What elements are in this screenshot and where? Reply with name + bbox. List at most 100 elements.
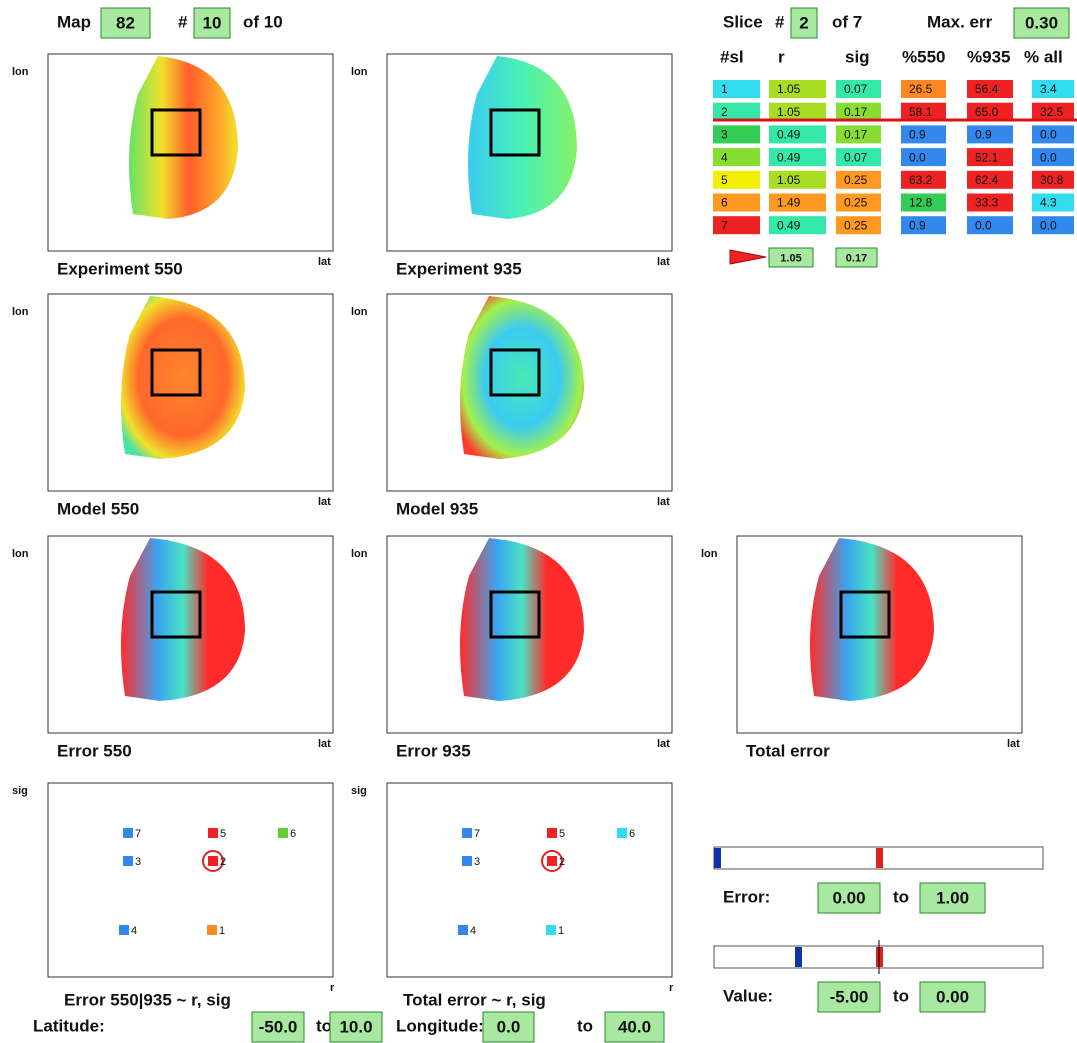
table-cell[interactable] <box>1032 170 1074 189</box>
x-axis-label: r <box>330 982 335 994</box>
table-cell[interactable] <box>901 193 946 212</box>
range-from[interactable]: -5.00 <box>830 987 869 1006</box>
table-cell[interactable] <box>836 80 881 98</box>
slider-handle-max[interactable] <box>876 848 883 868</box>
maxerr-value[interactable]: 0.30 <box>1025 13 1058 32</box>
map-title: Error 935 <box>396 741 471 760</box>
map-value-box[interactable] <box>100 7 151 39</box>
range-to-box[interactable] <box>329 1011 383 1043</box>
region-box <box>150 348 202 397</box>
table-cell-text: 56.4 <box>975 82 999 96</box>
range-from[interactable]: 0.0 <box>497 1017 521 1036</box>
scatter-point[interactable] <box>547 828 557 838</box>
index-value-box[interactable] <box>193 7 231 39</box>
slider-handle-min[interactable] <box>795 947 802 967</box>
table-cell[interactable] <box>836 193 881 212</box>
table-cell[interactable] <box>769 216 826 235</box>
scatter-point[interactable] <box>547 856 557 866</box>
table-cell[interactable] <box>967 170 1013 189</box>
table-cell[interactable] <box>967 193 1013 212</box>
table-cell[interactable] <box>1032 193 1074 212</box>
maxerr-value-box[interactable] <box>1013 7 1070 39</box>
index-value[interactable]: 10 <box>203 13 222 32</box>
range-to[interactable]: 40.0 <box>618 1017 651 1036</box>
table-cell-text: 0.07 <box>844 82 868 96</box>
table-cell[interactable] <box>901 148 946 167</box>
table-cell[interactable] <box>967 216 1013 235</box>
heatmap <box>129 56 238 219</box>
table-cell[interactable] <box>901 102 946 121</box>
scatter-point[interactable] <box>546 925 556 935</box>
table-cell[interactable] <box>713 193 760 212</box>
table-cell[interactable] <box>836 170 881 189</box>
table-cell[interactable] <box>836 148 881 167</box>
table-cell[interactable] <box>901 125 946 144</box>
range-from[interactable]: -50.0 <box>259 1017 298 1036</box>
scatter-point[interactable] <box>617 828 627 838</box>
table-cell[interactable] <box>901 170 946 189</box>
range-to-box[interactable] <box>604 1011 665 1043</box>
table-cell[interactable] <box>1032 148 1074 167</box>
scatter-point[interactable] <box>462 828 472 838</box>
table-cell[interactable] <box>1032 80 1074 98</box>
table-cell[interactable] <box>713 216 760 235</box>
table-cell[interactable] <box>769 125 826 144</box>
scatter-point[interactable] <box>462 856 472 866</box>
table-header: #sl <box>720 47 744 66</box>
scatter-point[interactable] <box>278 828 288 838</box>
range-to-box[interactable] <box>919 882 986 914</box>
range-to[interactable]: 10.0 <box>339 1017 372 1036</box>
range-to-box[interactable] <box>919 981 986 1013</box>
slider-handle-min[interactable] <box>714 848 721 868</box>
range-from[interactable]: 0.00 <box>832 888 865 907</box>
scatter-point[interactable] <box>208 828 218 838</box>
table-cell[interactable] <box>967 125 1013 144</box>
table-cell[interactable] <box>769 148 826 167</box>
table-cell[interactable] <box>967 80 1013 98</box>
table-cell[interactable] <box>967 102 1013 121</box>
range-from-box[interactable] <box>817 981 881 1013</box>
scatter-point[interactable] <box>458 925 468 935</box>
range-from-box[interactable] <box>482 1011 535 1043</box>
scatter-point[interactable] <box>208 856 218 866</box>
table-cell-text: 62.4 <box>975 173 999 187</box>
scatter-point[interactable] <box>207 925 217 935</box>
table-cell[interactable] <box>901 216 946 235</box>
table-cell[interactable] <box>713 170 760 189</box>
point-label: 7 <box>474 828 480 840</box>
table-cell[interactable] <box>1032 216 1074 235</box>
table-cell-text: 0.49 <box>777 128 801 142</box>
region-box <box>150 108 202 157</box>
slice-label: Slice <box>723 12 763 31</box>
table-cell[interactable] <box>713 148 760 167</box>
table-cell[interactable] <box>1032 102 1074 121</box>
table-cell[interactable] <box>713 102 760 121</box>
table-cell-text: 0.0 <box>1040 128 1057 142</box>
slice-value[interactable]: 2 <box>799 13 808 32</box>
table-cell[interactable] <box>836 216 881 235</box>
table-cell[interactable] <box>769 193 826 212</box>
range-to[interactable]: 0.00 <box>936 987 969 1006</box>
y-axis-label: lon <box>12 306 29 318</box>
table-cell[interactable] <box>836 125 881 144</box>
table-cell[interactable] <box>901 80 946 98</box>
table-cell[interactable] <box>967 148 1013 167</box>
table-cell[interactable] <box>713 80 760 98</box>
range-from-box[interactable] <box>251 1011 305 1043</box>
table-cell[interactable] <box>713 125 760 144</box>
table-cell[interactable] <box>769 80 826 98</box>
table-cell[interactable] <box>1032 125 1074 144</box>
range-from-box[interactable] <box>817 882 881 914</box>
y-axis-label: sig <box>12 785 28 797</box>
table-cell[interactable] <box>836 102 881 121</box>
scatter-point[interactable] <box>123 856 133 866</box>
scatter-point[interactable] <box>119 925 129 935</box>
slice-hash: # <box>775 12 785 31</box>
range-to[interactable]: 1.00 <box>936 888 969 907</box>
scatter-point[interactable] <box>123 828 133 838</box>
table-cell[interactable] <box>769 102 826 121</box>
map-value[interactable]: 82 <box>116 13 135 32</box>
slice-value-box[interactable] <box>790 7 818 39</box>
table-cell[interactable] <box>769 170 826 189</box>
